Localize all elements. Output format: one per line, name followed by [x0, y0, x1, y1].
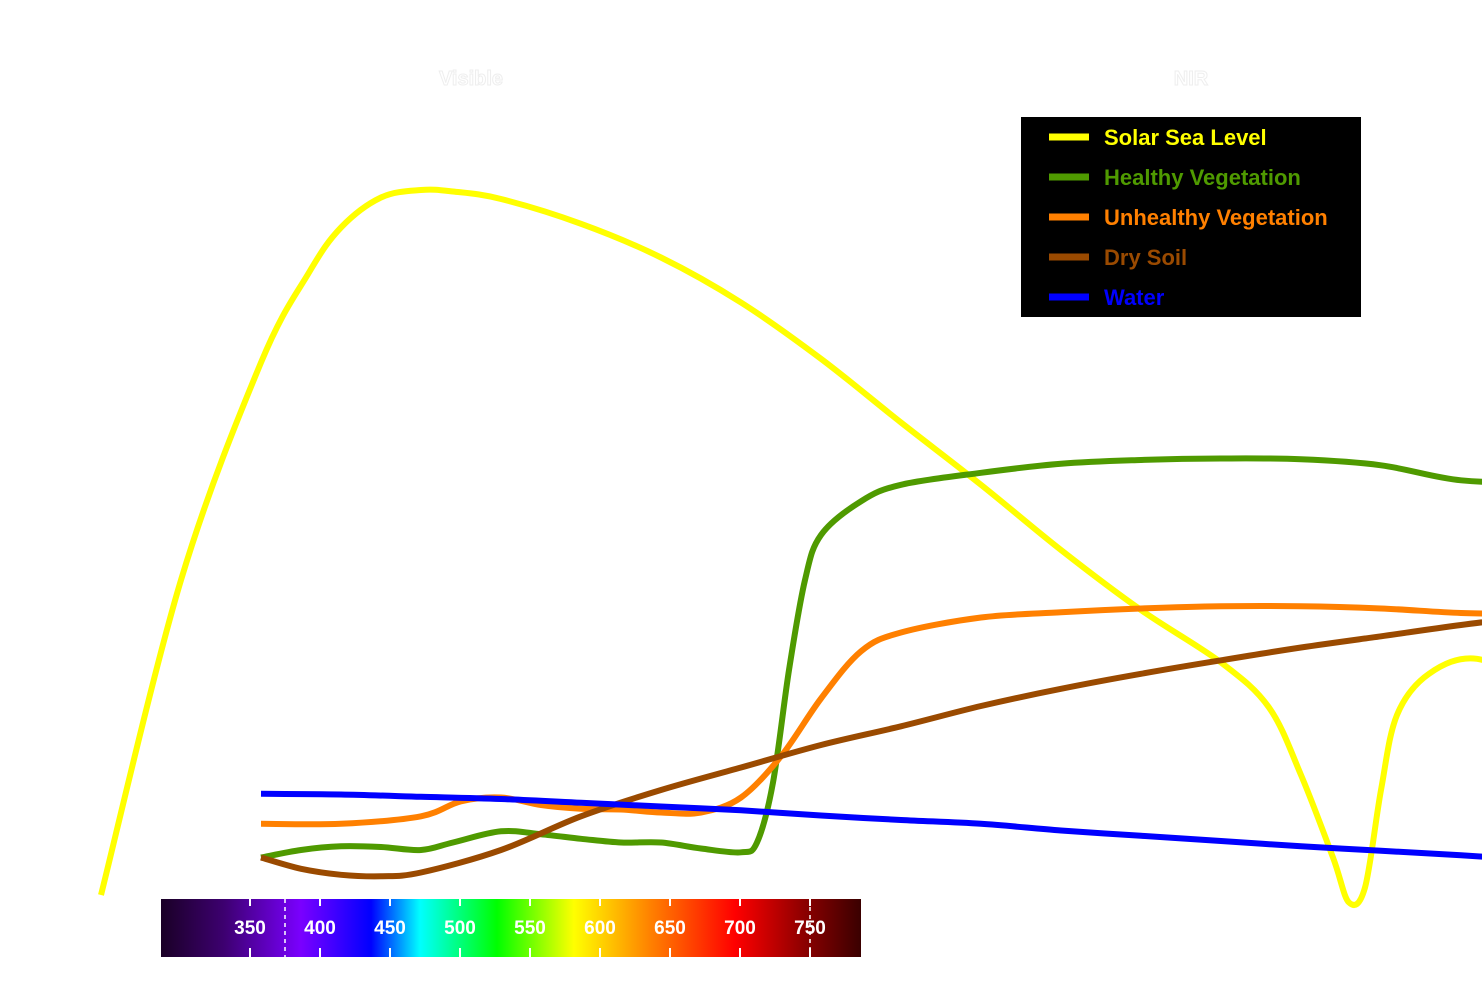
region-labels: VisibleNIRMIR [438, 68, 1209, 91]
colorbar-tick-label-350: 350 [234, 918, 266, 939]
wavelength-colorbar: 350 400 450 500 550 600 650 700 750 [161, 899, 861, 957]
legend-label-healthy-vegetation: Healthy Vegetation [1104, 165, 1301, 190]
colorbar-strip [161, 899, 861, 957]
series-layer [98, 186, 1482, 908]
series-line-solar-sea-level [98, 186, 1482, 908]
legend-label-dry-soil: Dry Soil [1104, 245, 1187, 270]
colorbar-tick-label-700: 700 [724, 918, 756, 939]
series-line-dry-soil [260, 619, 1482, 880]
colorbar-tick-label-550: 550 [514, 918, 546, 939]
legend-label-solar-sea-level: Solar Sea Level [1104, 125, 1267, 150]
region-label-visible: Visible [439, 68, 503, 90]
legend: Solar Sea Level Healthy Vegetation Unhealt… [1021, 117, 1361, 317]
series-line-water [260, 790, 1482, 860]
legend-label-unhealthy-vegetation: Unhealthy Vegetation [1104, 205, 1328, 230]
colorbar-tick-label-450: 450 [374, 918, 406, 939]
series-line-unhealthy-vegetation [260, 603, 1482, 828]
colorbar-tick-label-750: 750 [794, 918, 826, 939]
colorbar-tick-label-400: 400 [304, 918, 336, 939]
colorbar-tick-label-500: 500 [444, 918, 476, 939]
series-line-healthy-vegetation [260, 455, 1482, 861]
colorbar-tick-label-600: 600 [584, 918, 616, 939]
region-label-nir: NIR [1174, 68, 1209, 90]
colorbar-tick-label-650: 650 [654, 918, 686, 939]
legend-label-water: Water [1104, 285, 1165, 310]
